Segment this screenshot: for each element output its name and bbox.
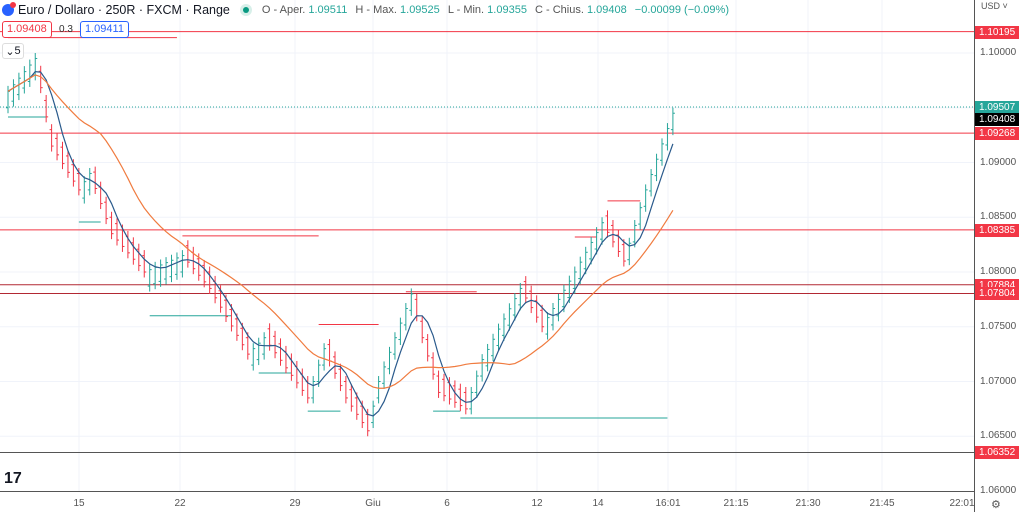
time-tick: Giu bbox=[365, 498, 381, 509]
ohlc-values: O - Aper. 1.09511 H - Max. 1.09525 L - M… bbox=[262, 4, 734, 16]
price-tag: 1.09507 bbox=[975, 100, 1019, 114]
symbol-header: Euro / Dollaro · 250R · FXCM · Range O -… bbox=[0, 2, 734, 18]
currency-label: USD bbox=[981, 1, 1001, 11]
settings-icon[interactable]: ⚙ bbox=[991, 499, 1001, 511]
low-value: 1.09355 bbox=[487, 4, 527, 16]
open-label: O - Aper. bbox=[261, 4, 306, 16]
time-axis-border bbox=[0, 491, 974, 492]
change-value: −0.00099 (−0.09%) bbox=[634, 4, 729, 16]
price-tick: 1.10000 bbox=[980, 47, 1017, 58]
price-tag: 1.06352 bbox=[975, 446, 1019, 460]
high-label: H - Max. bbox=[355, 4, 397, 16]
interval-label: 5 bbox=[14, 45, 21, 57]
spread-value: 0.3 bbox=[59, 24, 73, 35]
time-tick: 14 bbox=[592, 498, 604, 509]
price-tag: 1.07804 bbox=[975, 287, 1019, 301]
time-tick: 12 bbox=[531, 498, 543, 509]
market-status-icon bbox=[239, 4, 252, 16]
tradingview-logo[interactable]: 17 bbox=[4, 470, 22, 487]
time-tick: 22:01 bbox=[949, 498, 975, 509]
price-tick: 1.06500 bbox=[980, 430, 1017, 442]
time-tick: 21:30 bbox=[795, 498, 821, 509]
close-label: C - Chius. bbox=[535, 4, 584, 16]
symbol-title[interactable]: Euro / Dollaro · 250R · FXCM · Range bbox=[18, 3, 230, 17]
price-tick: 1.08000 bbox=[980, 266, 1017, 277]
buy-button[interactable]: 1.09411 bbox=[80, 21, 129, 38]
time-tick: 21:15 bbox=[723, 498, 749, 509]
high-value: 1.09525 bbox=[400, 4, 440, 16]
time-tick: 22 bbox=[174, 498, 186, 509]
low-label: L - Min. bbox=[447, 4, 485, 16]
time-tick: 21:45 bbox=[869, 498, 895, 509]
price-tick: 1.07000 bbox=[980, 375, 1017, 387]
sell-button[interactable]: 1.09408 bbox=[2, 21, 52, 38]
time-tick: 15 bbox=[73, 498, 85, 509]
price-chart[interactable] bbox=[0, 0, 974, 512]
time-tick: 29 bbox=[289, 498, 301, 509]
price-tick: 1.09000 bbox=[980, 156, 1017, 168]
symbol-logo-icon bbox=[2, 2, 16, 16]
time-tick: 6 bbox=[444, 498, 450, 509]
slow-moving-average-line bbox=[7, 74, 674, 389]
fast-moving-average-line bbox=[7, 70, 674, 417]
price-tick: 1.06000 bbox=[980, 485, 1017, 496]
close-value: 1.09408 bbox=[586, 4, 627, 16]
interval-toggle[interactable]: ⌄ 5 bbox=[2, 43, 24, 59]
time-tick: 16:01 bbox=[655, 498, 681, 509]
price-tick: 1.07500 bbox=[980, 320, 1017, 332]
price-tag: 1.09408 bbox=[975, 113, 1019, 126]
price-axis[interactable] bbox=[974, 0, 1024, 512]
price-tag: 1.09268 bbox=[975, 127, 1019, 140]
open-value: 1.09511 bbox=[308, 4, 348, 16]
price-tag: 1.08385 bbox=[975, 223, 1019, 237]
price-tick: 1.08500 bbox=[980, 211, 1017, 223]
currency-selector[interactable]: USD ˅ bbox=[981, 1, 1008, 11]
price-tag: 1.10195 bbox=[975, 25, 1019, 39]
